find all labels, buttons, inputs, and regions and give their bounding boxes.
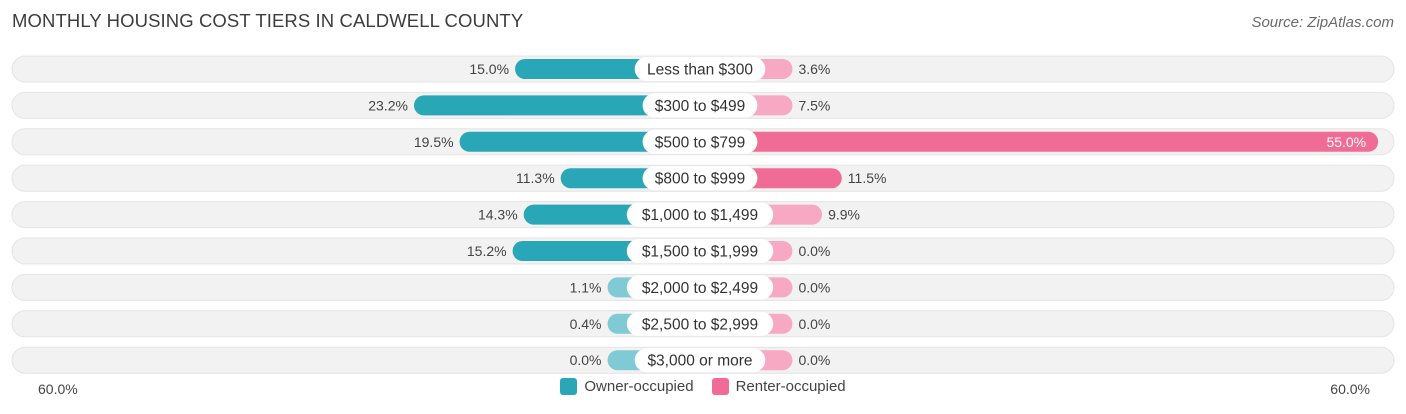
data-label-owner: 23.2% <box>368 97 408 113</box>
data-label-owner: 1.1% <box>570 279 602 295</box>
category-pill <box>634 348 766 373</box>
category-label: $1,000 to $1,499 <box>642 207 758 224</box>
category-label: $3,000 or more <box>647 353 752 370</box>
data-label-renter: 11.5% <box>848 170 887 186</box>
axis-right-label: 60.0% <box>1330 381 1370 397</box>
source-label: Source: ZipAtlas.com <box>1251 14 1394 31</box>
legend: Owner-occupied Renter-occupied <box>0 378 1406 395</box>
category-pill <box>626 311 774 336</box>
bar-owner <box>413 95 700 116</box>
legend-swatch-renter <box>711 378 729 395</box>
data-label-owner: 0.0% <box>570 352 602 368</box>
data-label-renter: 0.0% <box>798 316 830 332</box>
category-pill <box>626 202 774 227</box>
data-label-renter: 0.0% <box>798 243 830 259</box>
legend-swatch-owner <box>560 378 578 395</box>
chart-title: MONTHLY HOUSING COST TIERS IN CALDWELL C… <box>12 10 524 31</box>
category-label: $500 to $799 <box>655 134 746 151</box>
data-label-renter: 9.9% <box>828 207 860 223</box>
axis-left-label: 60.0% <box>38 381 78 397</box>
data-label-renter: 3.6% <box>798 61 830 77</box>
legend-item-owner: Owner-occupied <box>560 378 694 395</box>
category-label: Less than $300 <box>647 62 753 79</box>
data-label-renter: 0.0% <box>798 352 830 368</box>
category-pill <box>626 239 774 263</box>
category-pill <box>642 129 758 154</box>
data-label-owner: 15.2% <box>467 243 507 259</box>
category-pill <box>634 57 766 81</box>
data-label-renter: 7.5% <box>798 97 830 113</box>
category-label: $1,500 to $1,999 <box>642 244 758 261</box>
legend-label-renter: Renter-occupied <box>735 378 846 395</box>
data-label-owner: 14.3% <box>478 207 518 223</box>
bar-owner <box>459 131 700 152</box>
category-pill <box>626 275 774 300</box>
data-label-owner: 15.0% <box>469 61 509 77</box>
data-label-owner: 19.5% <box>414 134 454 150</box>
category-label: $800 to $999 <box>655 171 746 188</box>
category-label: $2,000 to $2,499 <box>642 280 758 297</box>
category-label: $300 to $499 <box>655 98 746 115</box>
data-label-renter: 0.0% <box>798 279 830 295</box>
category-pill <box>642 93 758 118</box>
category-pill <box>642 166 758 191</box>
data-label-renter: 55.0% <box>1326 134 1366 150</box>
bar-renter <box>700 131 1379 152</box>
category-label: $2,500 to $2,999 <box>642 316 758 333</box>
legend-item-renter: Renter-occupied <box>711 378 846 395</box>
data-label-owner: 0.4% <box>570 316 602 332</box>
legend-label-owner: Owner-occupied <box>584 378 694 395</box>
data-label-owner: 11.3% <box>516 170 555 186</box>
